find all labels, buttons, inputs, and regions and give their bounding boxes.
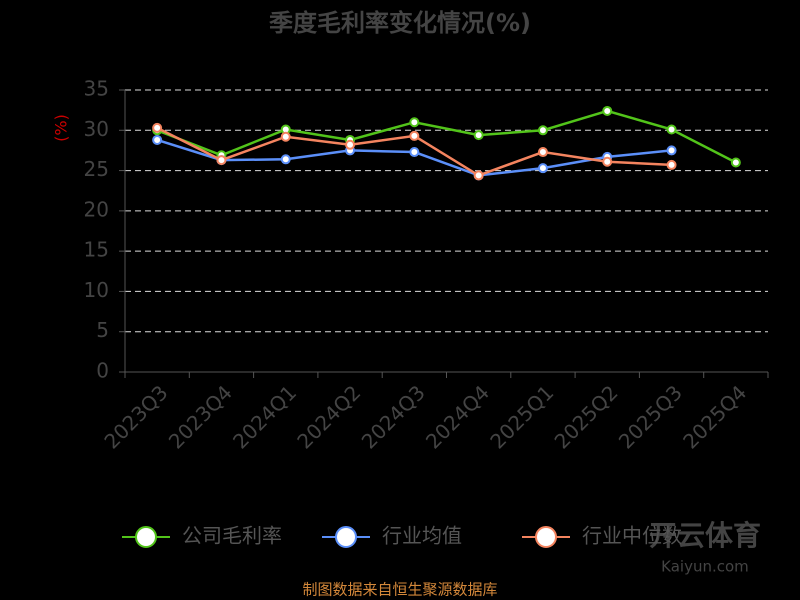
data-point <box>473 130 484 141</box>
y-tick-label: 35 <box>84 77 109 101</box>
x-tick-label: 2024Q4 <box>421 380 494 453</box>
y-tick-label: 30 <box>84 117 109 141</box>
y-tick-label: 20 <box>84 197 109 221</box>
x-tick-label: 2025Q3 <box>614 380 687 453</box>
legend-marker <box>535 526 557 548</box>
x-tick-label: 2023Q4 <box>164 380 237 453</box>
x-tick-label: 2025Q2 <box>550 380 623 453</box>
data-point <box>152 122 163 133</box>
legend-label: 行业均值 <box>382 524 462 548</box>
data-point <box>537 147 548 158</box>
data-point <box>666 124 677 135</box>
y-axis-label: (%) <box>52 114 71 142</box>
source-note: 制图数据来自恒生聚源数据库 <box>302 581 497 599</box>
legend-marker <box>135 526 157 548</box>
watermark: 开云体育 <box>649 519 761 552</box>
data-point <box>666 145 677 156</box>
x-tick-label: 2023Q3 <box>99 380 172 453</box>
data-point <box>409 117 420 128</box>
data-point <box>409 130 420 141</box>
legend-marker <box>335 526 357 548</box>
data-point <box>473 170 484 181</box>
legend-label: 公司毛利率 <box>182 524 282 548</box>
data-point <box>280 131 291 142</box>
data-point <box>152 134 163 145</box>
data-point <box>730 157 741 168</box>
data-point <box>666 159 677 170</box>
series-line <box>156 109 737 164</box>
y-tick-label: 25 <box>84 157 109 181</box>
data-point <box>602 105 613 116</box>
data-point <box>280 154 291 165</box>
legend-label: 行业中位数 <box>582 524 682 548</box>
y-tick-label: 0 <box>96 359 109 383</box>
y-tick-label: 15 <box>84 238 109 262</box>
data-point <box>602 156 613 167</box>
watermark: Kaiyun.com <box>661 558 749 576</box>
data-point <box>537 163 548 174</box>
x-tick-label: 2024Q2 <box>292 380 365 453</box>
x-tick-label: 2025Q4 <box>678 380 751 453</box>
x-tick-label: 2024Q3 <box>357 380 430 453</box>
data-point <box>345 139 356 150</box>
data-point <box>216 155 227 166</box>
data-point <box>409 147 420 158</box>
x-tick-label: 2025Q1 <box>485 380 558 453</box>
y-tick-label: 5 <box>96 318 109 342</box>
y-tick-label: 10 <box>84 278 109 302</box>
data-point <box>537 125 548 136</box>
chart-title: 季度毛利率变化情况(%) <box>269 9 531 37</box>
x-tick-label: 2024Q1 <box>228 380 301 453</box>
series-line <box>156 138 672 177</box>
